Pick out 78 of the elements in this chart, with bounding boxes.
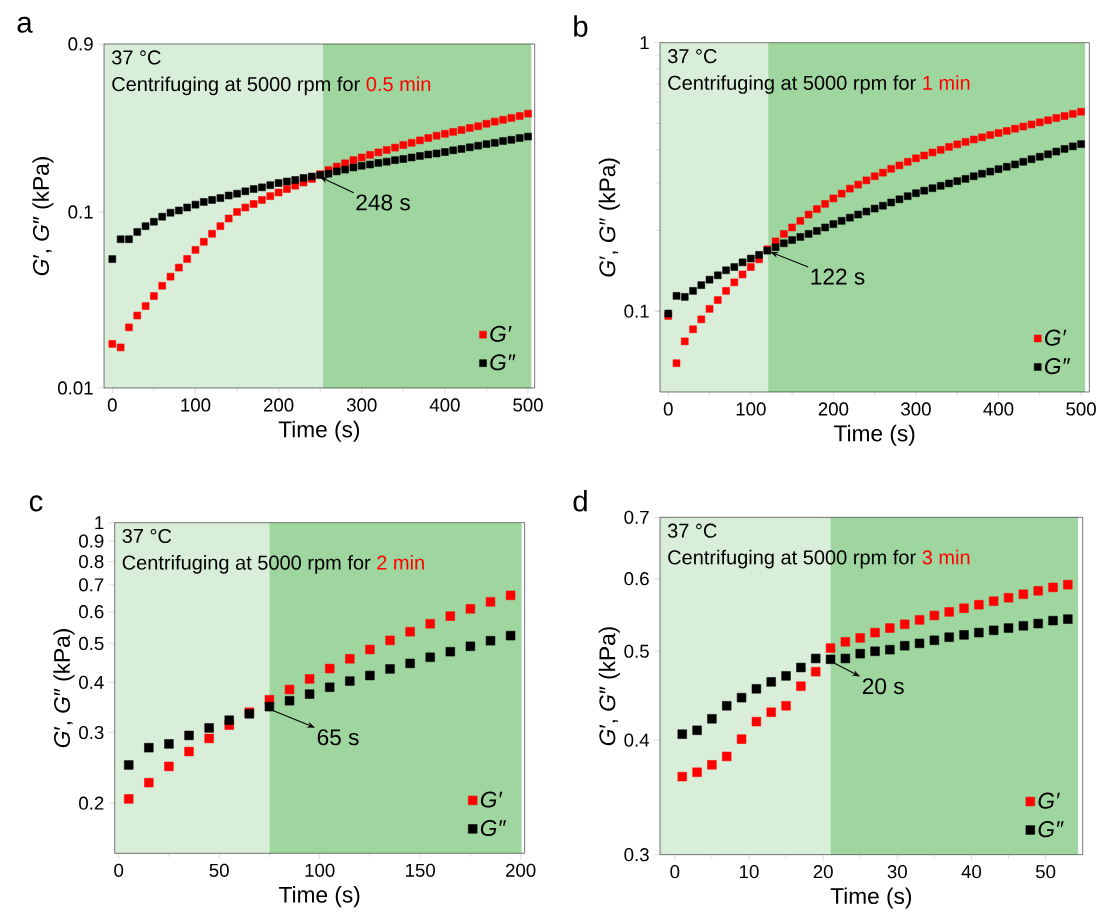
chart-title: a [17, 16, 33, 33]
annotation: 0.5 min [366, 76, 431, 92]
y-tick-label: 0.1 [624, 304, 649, 318]
x-tick-label: 0 [114, 863, 124, 877]
x-tick-label: 20 [813, 865, 833, 879]
y-axis-title: G′, G″ (kPa) [598, 158, 620, 277]
x-tick-label: 200 [818, 402, 849, 416]
y-tick-label: 0.4 [79, 675, 104, 689]
annotation: Centrifuging at 5000 rpm for [668, 549, 916, 569]
x-tick-label: 30 [887, 865, 907, 879]
legend-label: G′ [1044, 329, 1067, 346]
x-tick-label: 400 [429, 398, 460, 412]
annotation: 2 min [377, 555, 424, 570]
annotation: 3 min [922, 549, 970, 565]
x-tick-label: 40 [961, 865, 982, 879]
annotation: 37 °C [667, 49, 717, 64]
x-tick-label: 500 [513, 398, 543, 412]
y-tick-label: 0.7 [79, 578, 104, 592]
x-axis-title: Time (s) [279, 886, 360, 908]
y-tick-label: 0.5 [624, 644, 649, 658]
x-tick-label: 0 [670, 865, 680, 879]
legend-label: G″ [490, 354, 516, 371]
chart-title: b [574, 15, 588, 37]
annotation: 248 s [356, 194, 410, 211]
x-tick-label: 300 [346, 398, 377, 412]
y-tick-label: 0.1 [68, 205, 93, 219]
y-tick-label: 0.3 [79, 725, 104, 740]
y-tick-label: 0.5 [79, 636, 104, 651]
x-tick-label: 50 [1035, 865, 1056, 879]
legend-label: G″ [1044, 358, 1071, 375]
x-tick-label: 0 [663, 402, 673, 416]
legend-label: G″ [480, 819, 507, 837]
legend-label: G″ [1038, 821, 1064, 838]
annotation: 1 min [923, 75, 970, 90]
chart-title: c [29, 495, 43, 512]
annotation: 37 °C [111, 50, 161, 65]
legend-label: G′ [490, 325, 512, 342]
y-tick-label: 0.6 [79, 605, 104, 619]
y-tick-label: 0.7 [624, 510, 649, 524]
legend-label: G′ [1038, 792, 1060, 809]
annotation: 37 °C [122, 528, 172, 544]
x-tick-label: 100 [736, 402, 766, 416]
annotation: 20 s [862, 678, 904, 695]
y-tick-label: 0.01 [58, 381, 93, 395]
y-tick-label: 0.8 [79, 554, 104, 569]
y-tick-label: 0.6 [624, 572, 649, 586]
legend-label: G′ [480, 791, 503, 808]
x-axis-title: Time (s) [830, 887, 912, 909]
x-tick-label: 100 [305, 863, 335, 877]
y-tick-label: 0.2 [79, 796, 104, 810]
x-tick-label: 100 [181, 398, 211, 412]
x-tick-label: 50 [209, 863, 229, 877]
y-tick-label: 0.9 [79, 534, 104, 548]
x-axis-title: Time (s) [278, 420, 360, 442]
annotation: 65 s [317, 729, 359, 746]
x-tick-label: 0 [107, 398, 117, 412]
y-tick-label: 1 [640, 36, 649, 50]
y-axis-title: G′, G″ (kPa) [32, 157, 54, 276]
annotation: 37 °C [667, 523, 717, 538]
y-tick-label: 0.9 [68, 37, 93, 51]
annotation: 122 s [811, 268, 865, 285]
y-tick-label: 0.4 [624, 733, 650, 747]
y-axis-title: G′, G″ (kPa) [598, 627, 620, 746]
x-tick-label: 400 [983, 402, 1014, 416]
x-tick-label: 300 [901, 402, 931, 416]
x-tick-label: 10 [740, 865, 759, 879]
annotation: Centrifuging at 5000 rpm for [112, 76, 360, 96]
x-tick-label: 500 [1066, 402, 1096, 416]
annotation: Centrifuging at 5000 rpm for [122, 555, 371, 574]
x-tick-label: 200 [506, 863, 536, 877]
x-tick-label: 200 [263, 398, 294, 412]
y-tick-label: 1 [95, 516, 104, 530]
y-tick-label: 0.3 [624, 848, 649, 862]
chart-title: d [573, 490, 587, 512]
annotation: Centrifuging at 5000 rpm for [668, 75, 916, 94]
y-axis-title: G′, G″ (kPa) [53, 629, 75, 748]
x-tick-label: 150 [406, 863, 436, 877]
x-axis-title: Time (s) [834, 424, 915, 446]
